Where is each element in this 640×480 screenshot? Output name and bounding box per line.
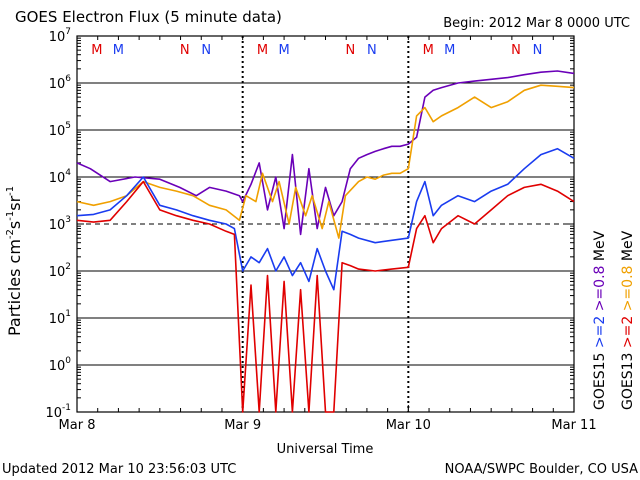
legend-entry: >=2 [620,316,636,353]
legend-entry: >=0.8 [620,266,636,316]
x-tick-label: Mar 9 [224,418,261,433]
x-axis-label: Universal Time [277,442,374,457]
y-tick-label: 104 [49,168,72,186]
mn-marker: M [257,43,268,58]
legend-entry: >=2 [592,316,608,353]
x-tick-label: Mar 8 [59,418,96,433]
mn-marker: M [423,43,434,58]
chart-title: GOES Electron Flux (5 minute data) [15,8,282,26]
mn-marker: N [533,43,543,58]
series-line [76,147,575,291]
y-tick-label: 10-1 [45,403,71,421]
series-line [76,70,575,236]
y-axis-label: Particles cm-2s-1sr-1 [5,186,24,336]
y-tick-label: 101 [49,309,71,327]
x-tick-label: Mar 11 [551,418,596,433]
mn-marker: M [113,43,124,58]
y-tick-layer: 107 106 105 104 103 102 101 100 10-1 [45,27,574,421]
x-tick-label: Mar 10 [386,418,431,433]
mn-marker: N [345,43,355,58]
mn-marker: N [511,43,521,58]
y-tick-label: 100 [49,356,72,374]
y-tick-label: 105 [49,121,71,139]
mn-marker: M [91,43,102,58]
grid-layer [77,36,574,412]
series-line [76,84,575,239]
legend-entry: MeV [592,230,608,265]
y-tick-label: 106 [49,74,72,92]
mn-marker: M [444,43,455,58]
y-tick-label: 102 [49,262,71,280]
begin-label: Begin: 2012 Mar 8 0000 UTC [443,16,630,31]
legend-column: GOES13 >=2 >=0.8 MeV [620,230,636,410]
legend-entry: MeV [620,230,636,265]
legend-entry: GOES15 [592,353,608,410]
legend-entry: GOES13 [620,353,636,410]
series-line [76,180,575,413]
updated-timestamp: Updated 2012 Mar 10 23:56:03 UTC [2,462,236,477]
mn-marker: N [367,43,377,58]
source-credit: NOAA/SWPC Boulder, CO USA [445,462,638,477]
mn-marker: N [180,43,190,58]
mn-marker: M [278,43,289,58]
legend-entry: >=0.8 [592,266,608,316]
series-layer [76,70,575,413]
y-tick-label: 103 [49,215,71,233]
y-tick-label: 107 [49,27,71,45]
mn-marker: N [201,43,211,58]
legend-column: GOES15 >=2 >=0.8 MeV [592,230,608,410]
